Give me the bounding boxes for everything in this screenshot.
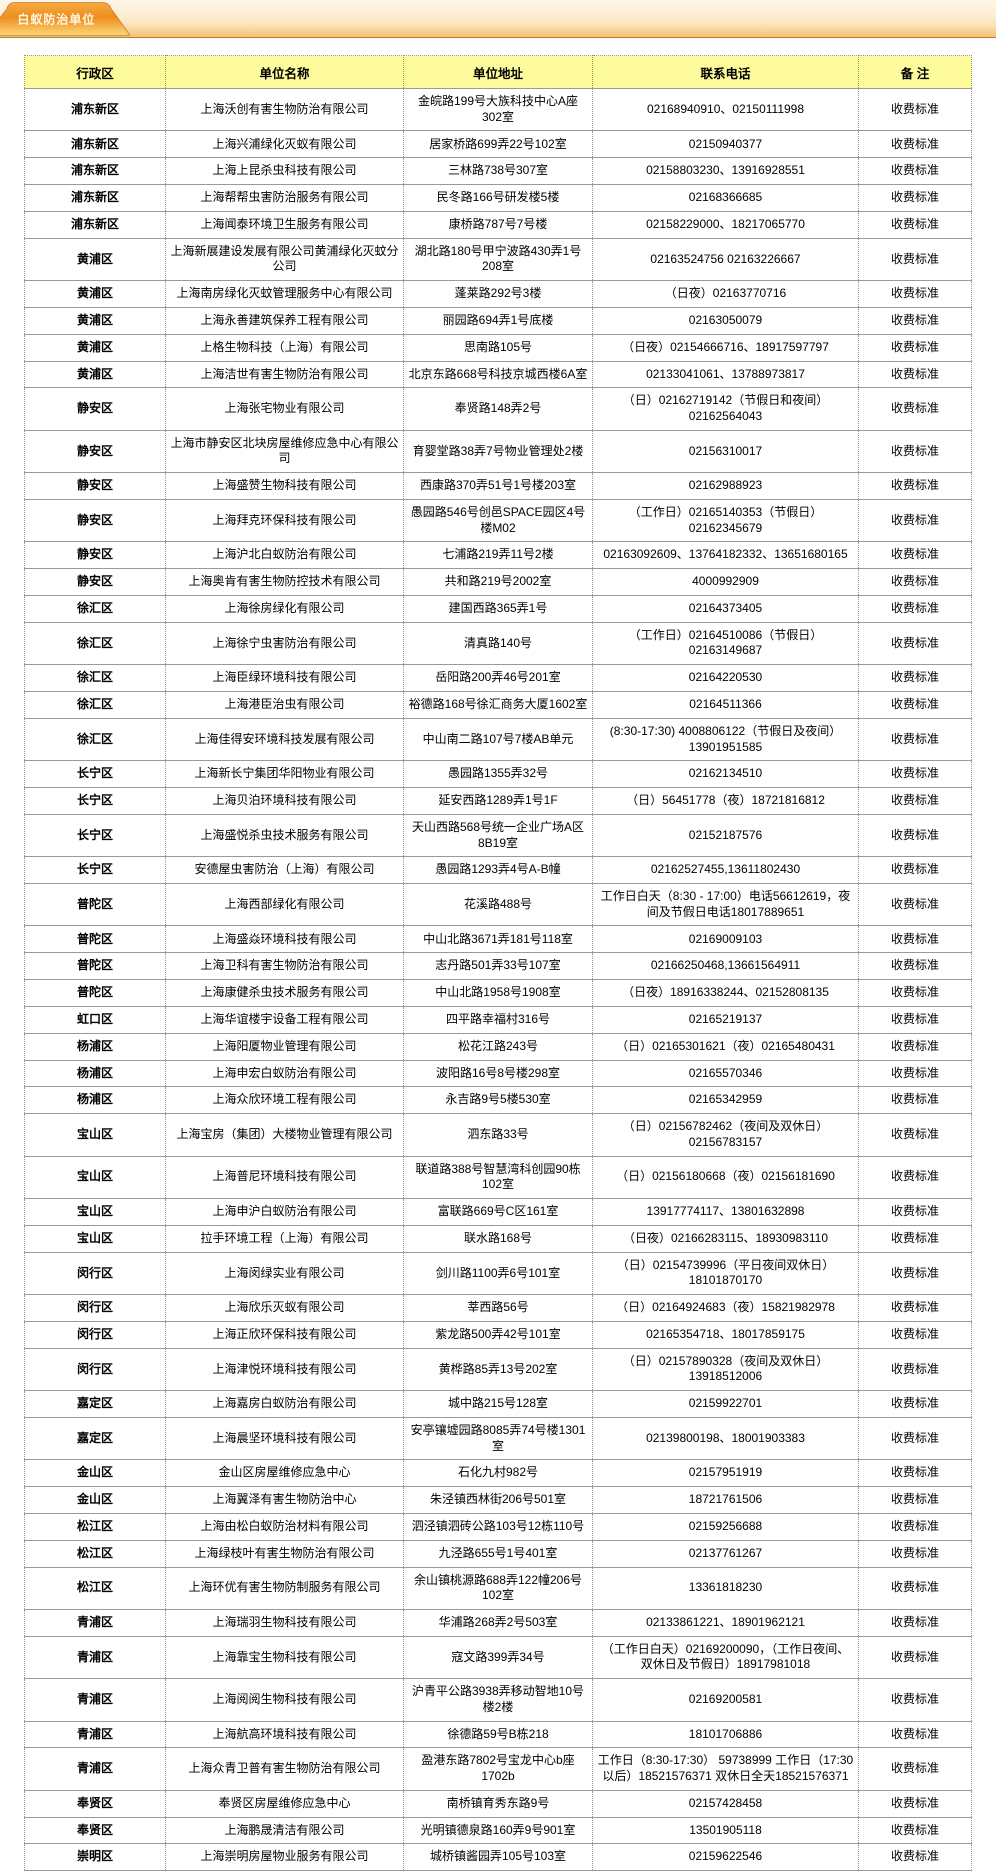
svg-text:白蚁防治单位: 白蚁防治单位 <box>17 11 95 26</box>
